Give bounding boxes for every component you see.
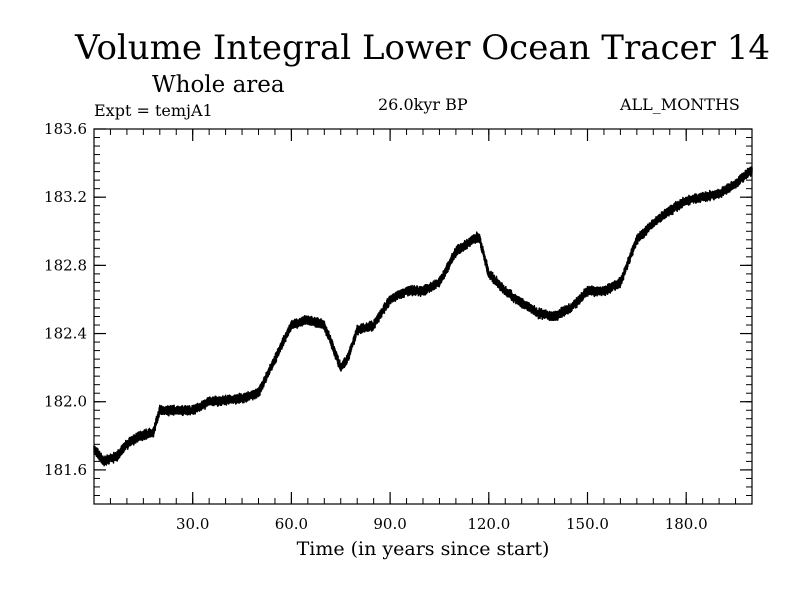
chart-subtitle: Whole area: [152, 72, 285, 98]
chart-title: Volume Integral Lower Ocean Tracer 14: [75, 28, 770, 68]
y-tick-label: 181.6: [44, 461, 87, 479]
major-ticks: [94, 128, 752, 504]
x-tick-label: 60.0: [275, 515, 308, 533]
x-tick-label: 150.0: [566, 515, 609, 533]
x-tick-label: 180.0: [665, 515, 708, 533]
y-tick-label: 183.2: [44, 188, 87, 206]
months-label: ALL_MONTHS: [620, 95, 740, 114]
x-tick-label: 90.0: [373, 515, 406, 533]
x-axis-title: Time (in years since start): [297, 538, 550, 560]
series-line: [93, 166, 753, 467]
tick-labels: 30.0 60.0 90.0 120.0 150.0 180.0 181.6 182.0 182…: [44, 120, 708, 533]
experiment-label: Expt = temjA1: [94, 101, 213, 120]
minor-ticks: [94, 129, 752, 504]
y-tick-label: 182.4: [44, 325, 87, 343]
x-tick-label: 30.0: [176, 515, 209, 533]
y-tick-label: 182.8: [44, 256, 87, 274]
y-tick-label: 183.6: [44, 120, 87, 138]
x-tick-label: 120.0: [467, 515, 510, 533]
plot-frame: [93, 128, 753, 505]
y-tick-label: 182.0: [44, 393, 87, 411]
period-label: 26.0kyr BP: [378, 95, 468, 114]
